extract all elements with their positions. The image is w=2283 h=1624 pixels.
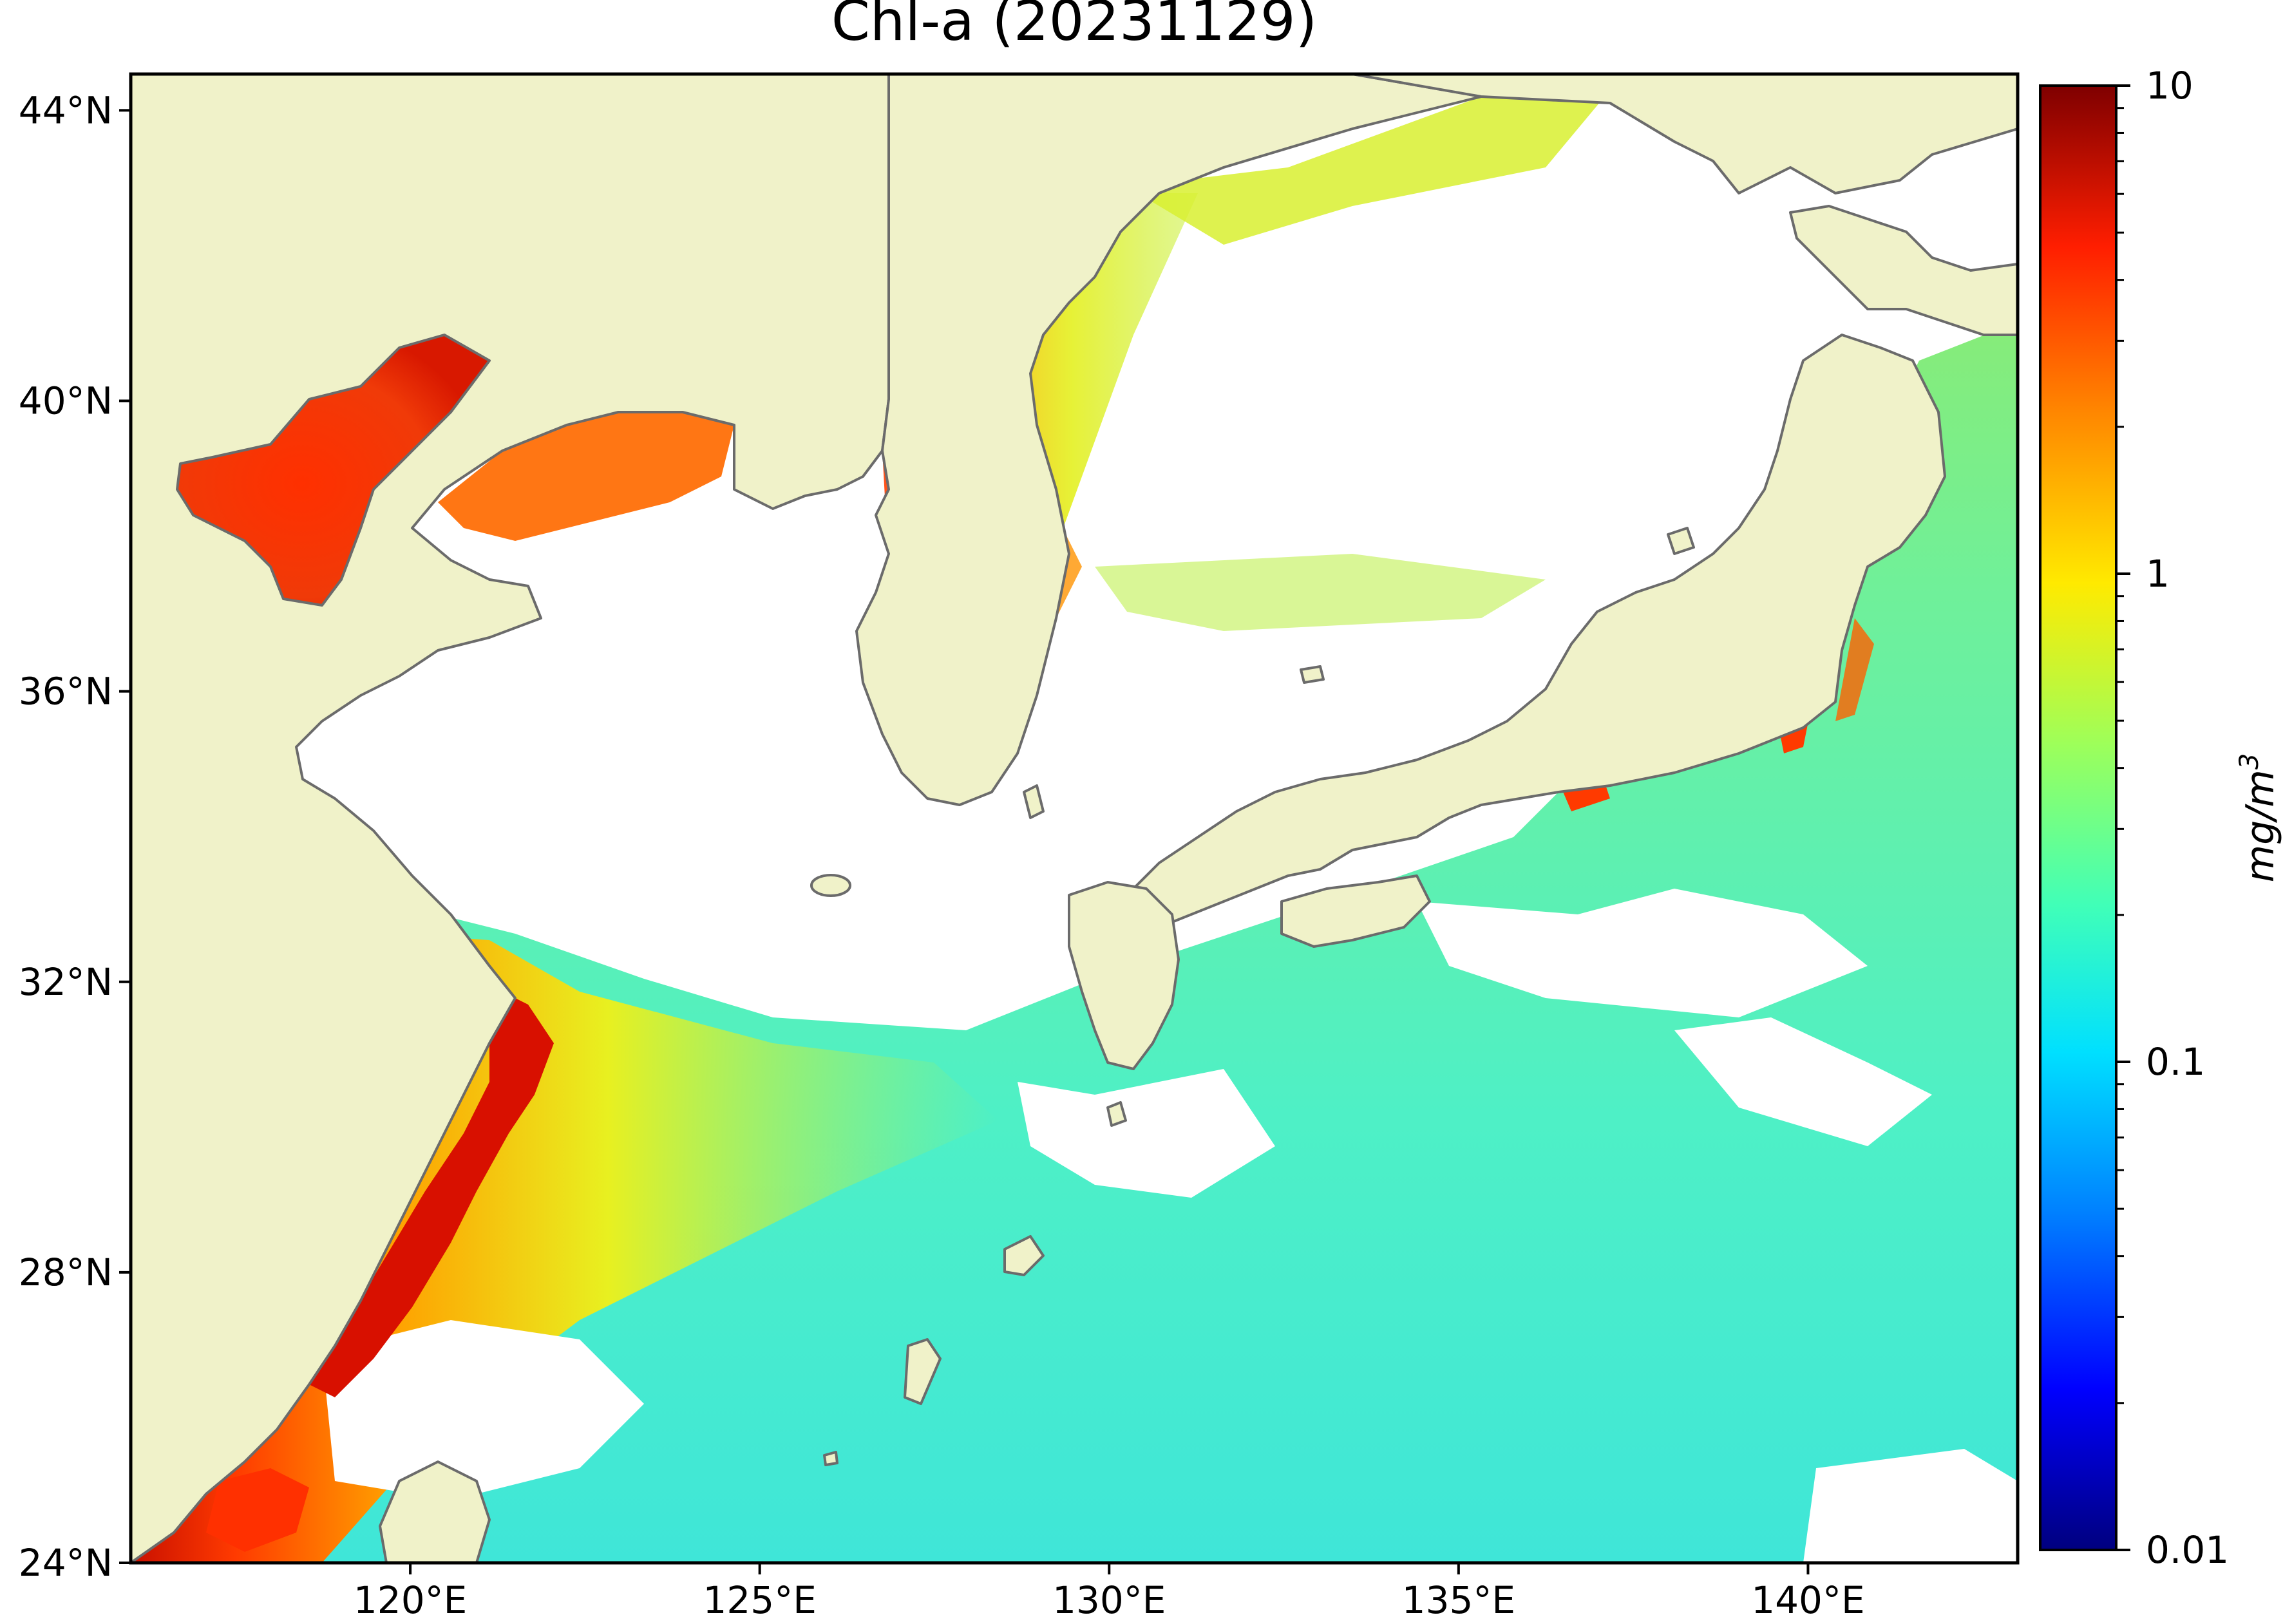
colorbar-gradient bbox=[2039, 84, 2117, 1551]
colorbar-label-superscript: 3 bbox=[2235, 753, 2264, 770]
land-kyushu bbox=[1068, 881, 1180, 1070]
land-jeju bbox=[810, 874, 851, 897]
land-shikoku bbox=[1280, 874, 1431, 948]
japan-east-coast-chl bbox=[1835, 618, 1874, 721]
liaodong-bay-high-chl bbox=[438, 412, 734, 541]
land-korea bbox=[855, 74, 1483, 806]
land-china bbox=[131, 74, 890, 1563]
land-sado bbox=[1667, 527, 1695, 555]
colorbar-tick-label: 0.01 bbox=[2146, 1528, 2229, 1572]
colorbar-ticks: 10 1 0.1 0.01 bbox=[2116, 64, 2229, 1572]
land-tsushima bbox=[1023, 784, 1045, 819]
land-okinawa bbox=[904, 1338, 942, 1405]
lat-tick-label: 28°N bbox=[19, 1251, 113, 1294]
lon-tick-label: 135°E bbox=[1402, 1578, 1515, 1622]
land-oki bbox=[1300, 665, 1325, 684]
lon-tick-label: 120°E bbox=[354, 1578, 467, 1622]
land-hokkaido bbox=[1789, 205, 2018, 336]
figure-title: Chl-a (20231129) bbox=[831, 0, 1317, 53]
map-panel bbox=[131, 74, 2018, 1563]
lon-tick-label: 125°E bbox=[703, 1578, 816, 1622]
colorbar-label: mg/m3 bbox=[2235, 753, 2283, 883]
lon-tick-label: 130°E bbox=[1052, 1578, 1166, 1622]
land-miyako bbox=[823, 1451, 838, 1466]
land-russia bbox=[1351, 74, 2018, 194]
lat-tick-label: 24°N bbox=[19, 1541, 113, 1585]
colorbar: 10 1 0.1 0.01 mg/m3 bbox=[2039, 64, 2283, 1572]
lat-tick-label: 40°N bbox=[19, 379, 113, 423]
land bbox=[131, 74, 2018, 1563]
colorbar-tick-label: 1 bbox=[2146, 552, 2170, 596]
bohai-sea-high-chl bbox=[177, 335, 489, 605]
colorbar-tick-label: 10 bbox=[2146, 64, 2193, 108]
map-frame bbox=[129, 72, 2020, 1565]
lat-tick-label: 44°N bbox=[19, 88, 113, 132]
land-taiwan bbox=[379, 1460, 491, 1563]
taiwan-strait-high-chl bbox=[206, 1468, 309, 1552]
lat-tick-label: 32°N bbox=[19, 960, 113, 1004]
land-amami bbox=[1003, 1235, 1045, 1276]
colorbar-tick-label: 0.1 bbox=[2146, 1040, 2205, 1084]
china-coast-high-chl bbox=[309, 985, 554, 1397]
lon-tick-label: 140°E bbox=[1751, 1578, 1864, 1622]
land-honshu bbox=[1119, 334, 1946, 935]
lat-tick-label: 36°N bbox=[19, 670, 113, 713]
lon-axis: 120°E 125°E 130°E 135°E 140°E bbox=[354, 1563, 1865, 1622]
land-tanegashima bbox=[1106, 1101, 1127, 1127]
lat-axis: 24°N 28°N 32°N 36°N 40°N 44°N bbox=[19, 88, 131, 1585]
